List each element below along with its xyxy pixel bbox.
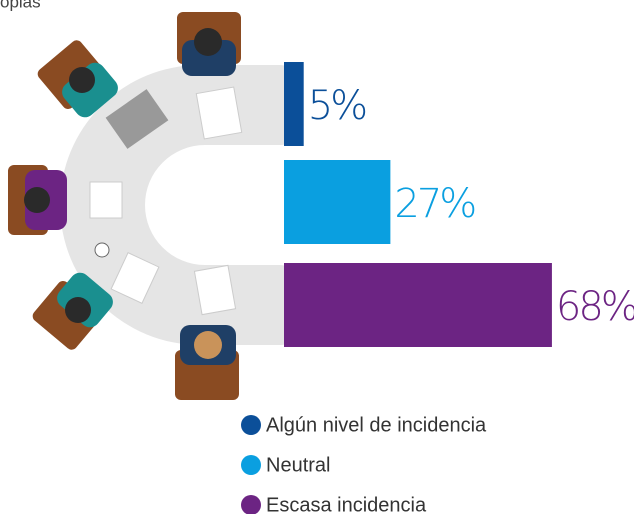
chart: opias 5% Algún nivel de incidencia 27% Neut… (0, 0, 634, 514)
value-label: 68% (556, 284, 634, 330)
legend-marker (241, 415, 261, 435)
bar (284, 263, 552, 347)
bar (284, 62, 304, 146)
legend-label: Escasa incidencia (266, 494, 427, 514)
value-label: 27% (394, 181, 475, 227)
bar (284, 160, 390, 244)
page: {"chart_data": {"type": "bar", "title": … (0, 0, 634, 514)
legend-marker (241, 455, 261, 475)
illustration (8, 12, 292, 400)
value-label: 5% (308, 83, 366, 129)
legend-label: Algún nivel de incidencia (266, 414, 487, 436)
legend-marker (241, 495, 261, 514)
chart-title: opias (0, 0, 41, 11)
legend-label: Neutral (266, 454, 330, 476)
